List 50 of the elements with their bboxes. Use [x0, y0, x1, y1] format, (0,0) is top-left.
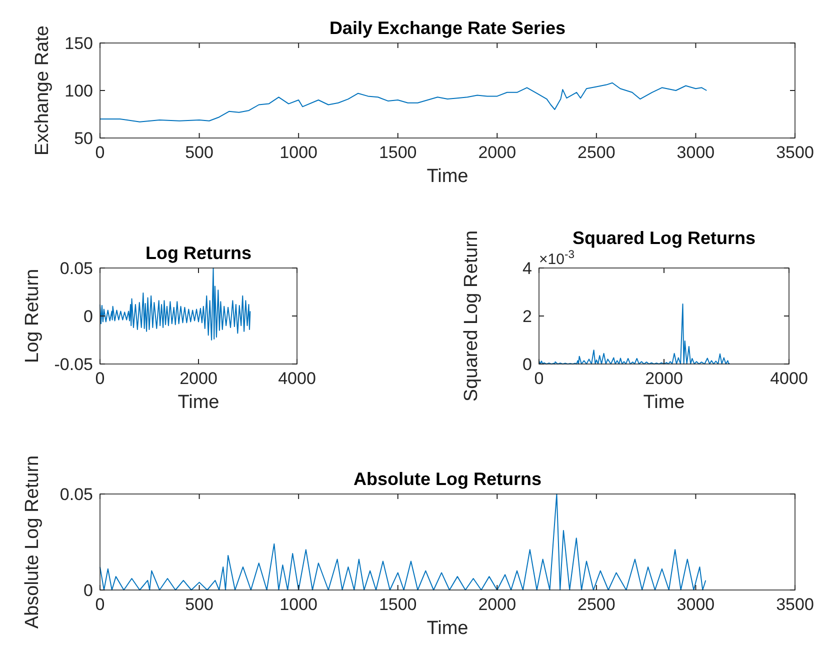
x-tick-label: 2000: [180, 369, 218, 388]
x-tick-label: 2500: [578, 143, 616, 162]
line-series: [100, 268, 251, 340]
y-tick-label: 50: [74, 129, 93, 148]
x-tick-label: 0: [534, 369, 544, 388]
line-series: [100, 82, 708, 122]
x-tick-label: 2000: [645, 369, 683, 388]
x-tick-label: 3000: [676, 595, 715, 614]
x-tick-label: 2500: [578, 595, 616, 614]
line-series: [538, 304, 730, 364]
x-tick-label: 1000: [280, 143, 318, 162]
annotation: ×10$^{-3}$: [539, 249, 574, 268]
y-tick-label: 0.05: [60, 259, 93, 278]
x-tick-label: 1500: [378, 595, 417, 614]
chart-title: Absolute Log Returns: [354, 469, 542, 489]
x-tick-label: 4000: [770, 369, 808, 388]
x-tick-label: 1000: [280, 595, 318, 614]
x-tick-label: 3000: [676, 143, 715, 162]
y-tick-label: 0: [84, 307, 93, 326]
x-tick-label: 0: [95, 143, 105, 162]
x-tick-label: 4000: [278, 369, 316, 388]
y-axis-title: Log Return: [22, 268, 43, 364]
x-tick-label: 500: [185, 143, 214, 162]
chart-title: Log Returns: [146, 243, 252, 263]
x-tick-label: 3500: [776, 143, 814, 162]
x-tick-label: 0: [95, 595, 105, 614]
x-axis-title: Time: [426, 618, 468, 639]
x-tick-label: 3500: [776, 595, 814, 614]
chart-title: Squared Log Returns: [572, 228, 756, 248]
x-tick-label: 1500: [378, 143, 417, 162]
y-tick-label: 0: [84, 581, 93, 600]
y-tick-label: 2: [522, 307, 532, 326]
x-axis-title: Time: [426, 166, 468, 187]
x-tick-label: 2000: [478, 595, 516, 614]
y-tick-label: 0: [522, 355, 532, 374]
y-axis-title: Exchange Rate: [32, 26, 53, 156]
y-tick-label: 100: [64, 82, 93, 100]
chart-title: Daily Exchange Rate Series: [329, 18, 566, 38]
y-axis-title: Squared Log Return: [461, 230, 482, 402]
x-tick-label: 500: [185, 595, 214, 614]
line-series: [100, 494, 706, 590]
x-tick-label: 2000: [478, 143, 516, 162]
y-tick-label: 150: [64, 34, 93, 53]
x-axis-title: Time: [643, 392, 685, 413]
y-tick-label: 0.05: [60, 485, 93, 504]
y-tick-label: -0.05: [54, 355, 93, 374]
x-tick-label: 0: [95, 369, 105, 388]
y-axis-title: Absolute Log Return: [22, 455, 43, 629]
x-axis-title: Time: [178, 392, 220, 413]
y-tick-label: 4: [522, 259, 532, 278]
